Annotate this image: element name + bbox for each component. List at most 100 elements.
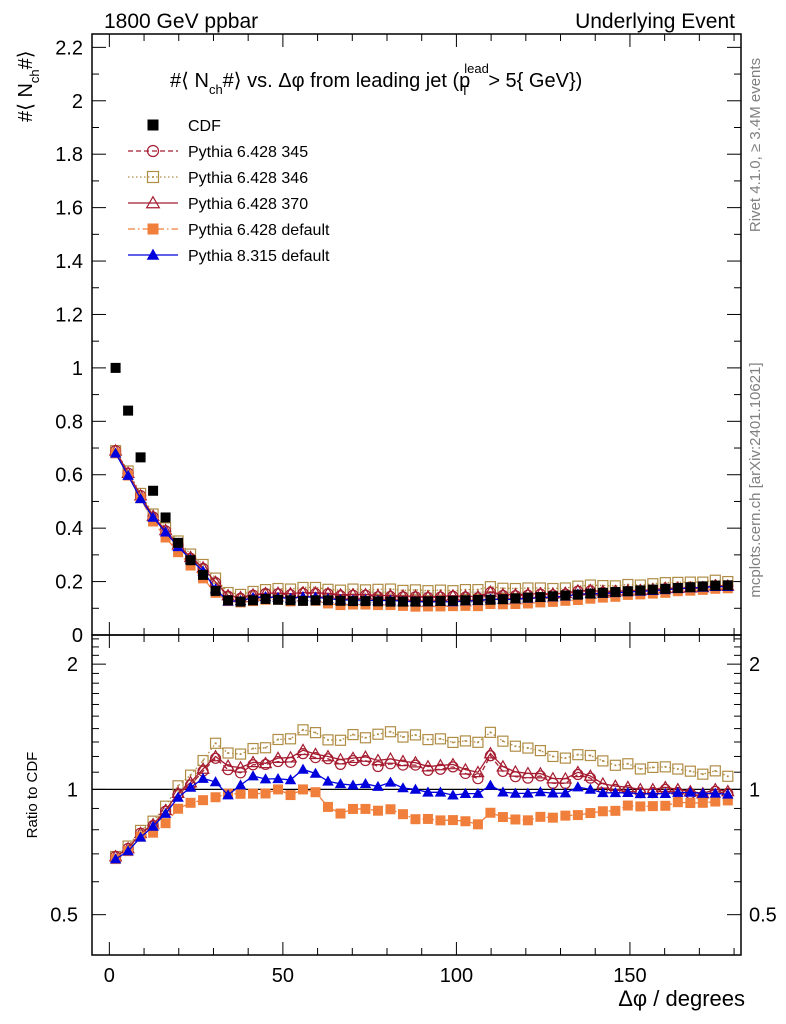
y-tick-label: 0.8 — [55, 411, 83, 433]
ratio-point-pythia-6-428-346 — [259, 742, 272, 754]
data-point-cdf — [410, 596, 421, 607]
ratio-point-pythia-8-315-default — [347, 779, 359, 790]
ratio-point-pythia-6-428-346 — [222, 747, 234, 759]
data-point-pythia-6-428-default — [497, 599, 508, 610]
ratio-point-pythia-8-315-default — [334, 778, 347, 789]
y-tick-label: 1 — [72, 358, 83, 380]
ratio-point-pythia-6-428-346-dot — [214, 742, 217, 745]
ratio-point-pythia-8-315-default — [484, 779, 497, 790]
y-tick-label: 1.6 — [55, 198, 83, 220]
ratio-point-pythia-6-428-346-dot — [564, 757, 567, 759]
data-point-cdf — [160, 512, 171, 523]
ratio-point-pythia-6-428-370 — [258, 756, 273, 769]
ratio-point-pythia-6-428-346-dot — [139, 829, 142, 832]
ratio-point-pythia-6-428-346-dot — [639, 768, 642, 770]
legend-label: Pythia 8.315 default — [188, 248, 330, 265]
ratio-point-pythia-6-428-346-dot — [714, 769, 717, 772]
data-point-cdf — [223, 595, 234, 606]
ratio-point-pythia-6-428-370 — [433, 758, 448, 771]
data-point-pythia-6-428-346 — [422, 585, 434, 597]
data-point-pythia-6-428-346-dot — [239, 593, 242, 596]
ratio-point-pythia-8-315-default — [497, 786, 509, 797]
ratio-point-pythia-6-428-346 — [647, 761, 659, 774]
ratio-point-pythia-6-428-346-dot — [227, 752, 229, 754]
ratio-point-pythia-6-428-346-dot — [402, 736, 404, 738]
data-point-cdf — [422, 596, 433, 607]
legend-marker-dot — [152, 176, 154, 178]
data-point-cdf — [235, 596, 246, 607]
ratio-point-pythia-6-428-default — [148, 827, 159, 838]
ratio-point-pythia-6-428-370 — [496, 759, 510, 772]
ratio-point-pythia-6-428-346 — [297, 724, 309, 736]
data-point-pythia-6-428-346-dot — [202, 563, 204, 566]
ratio-point-pythia-6-428-346 — [309, 727, 322, 739]
legend-label: Pythia 6.428 370 — [188, 196, 308, 213]
ratio-point-pythia-6-428-346 — [334, 734, 347, 746]
ratio-point-pythia-8-315-default — [222, 789, 234, 800]
data-point-cdf — [547, 591, 558, 602]
ratio-point-pythia-6-428-default — [298, 784, 309, 795]
ratio-point-pythia-6-428-346 — [247, 742, 259, 755]
ratio-point-pythia-6-428-370 — [246, 755, 260, 768]
ratio-point-pythia-6-428-default — [198, 795, 209, 806]
ratio-point-pythia-6-428-370 — [471, 765, 485, 778]
data-point-pythia-6-428-default — [510, 599, 521, 610]
y-axis-label: #⟨ Nch#⟩ — [15, 50, 42, 122]
data-point-pythia-6-428-346 — [209, 572, 222, 584]
ratio-point-pythia-6-428-default — [273, 784, 284, 795]
ratio-point-pythia-6-428-346-dot — [189, 774, 192, 777]
series-line-pythia-6-428-default — [115, 453, 728, 608]
data-point-cdf — [697, 581, 708, 592]
ratio-point-pythia-6-428-default — [572, 810, 583, 821]
main-plot-series — [108, 362, 735, 612]
legend-label: Pythia 6.428 346 — [188, 170, 308, 187]
ratio-point-pythia-6-428-346 — [272, 733, 284, 746]
ratio-point-pythia-6-428-346 — [622, 758, 634, 770]
data-point-pythia-6-428-default — [560, 595, 571, 606]
data-point-pythia-6-428-default — [585, 593, 596, 604]
ratio-point-pythia-8-315-default — [609, 787, 622, 798]
ratio-point-pythia-6-428-346-dot — [614, 764, 617, 767]
y-tick-label: 2.2 — [55, 37, 83, 59]
ratio-tick-label-right: 2 — [749, 654, 760, 676]
ratio-point-pythia-6-428-default — [160, 818, 171, 829]
ratio-point-pythia-6-428-default — [310, 787, 321, 798]
ratio-point-pythia-6-428-default — [447, 815, 458, 826]
ratio-point-pythia-6-428-346 — [684, 765, 696, 777]
ratio-point-pythia-6-428-default — [410, 814, 421, 825]
data-point-cdf — [347, 596, 358, 607]
data-point-pythia-6-428-default — [472, 601, 483, 612]
data-point-pythia-8-315-default — [159, 526, 172, 537]
ratio-point-pythia-6-428-346-dot — [589, 754, 592, 757]
header-left-label: 1800 GeV ppbar — [104, 10, 258, 33]
data-point-cdf — [385, 596, 396, 607]
ratio-point-pythia-6-428-346 — [559, 752, 571, 764]
ratio-point-pythia-6-428-346 — [497, 735, 509, 747]
ratio-point-pythia-6-428-346 — [372, 728, 384, 740]
data-point-cdf — [248, 595, 259, 606]
ratio-point-pythia-6-428-default — [460, 816, 471, 827]
data-point-cdf — [535, 592, 546, 603]
y-tick-label: 1.2 — [55, 304, 83, 326]
data-point-pythia-6-428-default — [535, 597, 546, 608]
ratio-point-pythia-6-428-346 — [459, 735, 472, 747]
ratio-point-pythia-8-315-default — [184, 781, 197, 792]
ratio-point-pythia-8-315-default — [684, 786, 697, 797]
ratio-point-pythia-6-428-default — [685, 798, 696, 809]
ratio-point-pythia-8-315-default — [147, 820, 159, 831]
ratio-point-pythia-6-428-370 — [333, 752, 348, 765]
ratio-point-pythia-6-428-370 — [296, 743, 310, 756]
ratio-point-pythia-6-428-346 — [709, 765, 721, 777]
x-tick-label: 50 — [272, 965, 294, 987]
data-point-pythia-6-428-346 — [384, 583, 397, 595]
ratio-point-pythia-6-428-370 — [396, 754, 410, 767]
ratio-point-pythia-6-428-default — [547, 812, 558, 823]
ratio-point-pythia-6-428-370 — [571, 765, 585, 778]
ratio-point-pythia-8-315-default — [472, 787, 484, 798]
ratio-point-pythia-6-428-default — [710, 796, 721, 807]
header-right-label: Underlying Event — [575, 10, 735, 33]
ratio-point-pythia-8-315-default — [297, 763, 309, 774]
data-point-cdf — [298, 595, 309, 606]
legend-marker — [147, 119, 159, 131]
ratio-point-pythia-6-428-346-dot — [277, 738, 279, 741]
